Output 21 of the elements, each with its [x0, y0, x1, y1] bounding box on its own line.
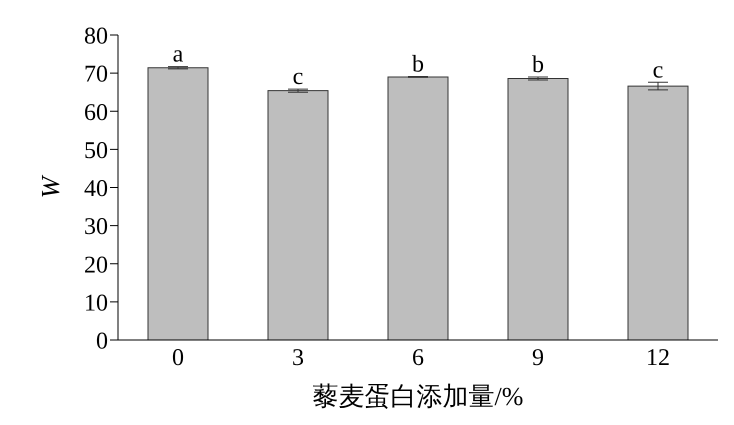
x-axis-title: 藜麦蛋白添加量/%: [312, 382, 524, 411]
y-tick-label: 20: [84, 252, 108, 278]
annotation: b: [412, 52, 424, 78]
annotation: a: [172, 42, 184, 68]
x-tick-label: 6: [412, 345, 424, 372]
x-tick-label: 12: [646, 345, 670, 372]
y-tick-label: 40: [84, 176, 108, 202]
annotation: c: [652, 57, 664, 84]
y-tick-label: 30: [84, 214, 108, 240]
x-tick-label: 3: [292, 345, 304, 372]
annotation: b: [532, 52, 544, 78]
y-tick-label: 10: [84, 290, 108, 316]
x-tick-label: 0: [172, 345, 184, 372]
y-axis-title: W: [36, 174, 66, 198]
y-tick-label: 80: [84, 24, 108, 50]
y-tick-label: 70: [84, 62, 108, 88]
y-tick-label: 50: [84, 138, 108, 164]
y-tick-label: 60: [84, 100, 108, 126]
x-tick-label: 9: [532, 345, 544, 372]
annotation: c: [292, 64, 304, 90]
y-tick-label: 0: [96, 328, 108, 355]
